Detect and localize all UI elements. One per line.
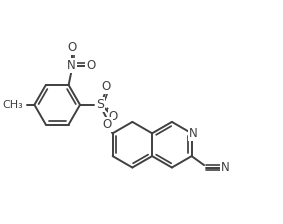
Text: CH₃: CH₃ <box>3 100 23 110</box>
Text: O: O <box>103 118 112 131</box>
Text: N: N <box>67 59 76 72</box>
Text: S: S <box>96 98 104 111</box>
Text: N: N <box>188 127 197 140</box>
Text: O: O <box>67 41 76 54</box>
Text: N: N <box>221 161 230 174</box>
Text: O: O <box>109 110 118 123</box>
Text: O: O <box>102 80 111 93</box>
Text: O: O <box>86 59 96 72</box>
